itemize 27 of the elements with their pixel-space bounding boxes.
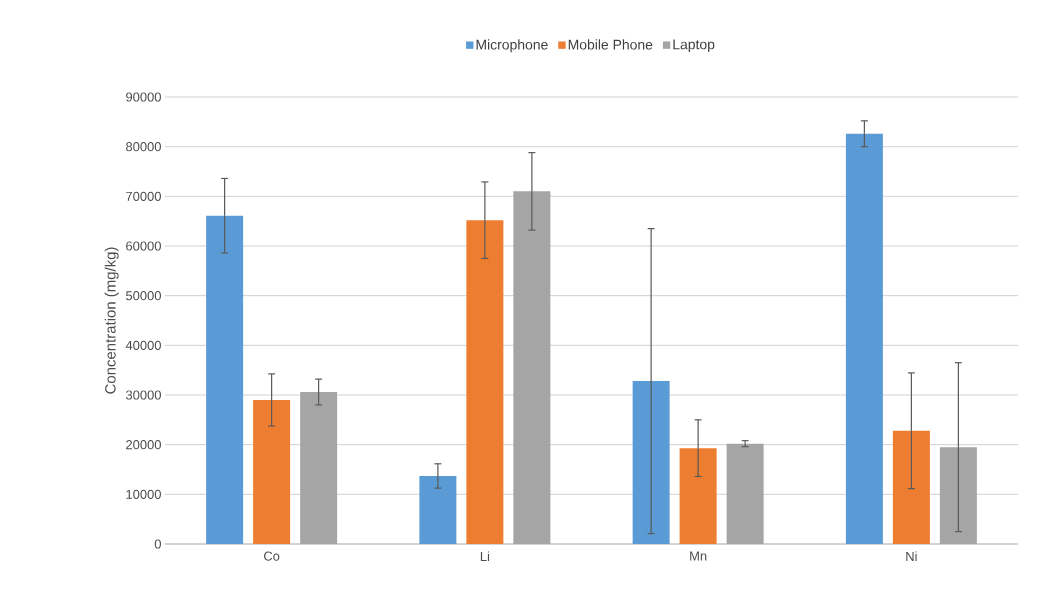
legend-label: Microphone — [476, 39, 548, 53]
bar — [253, 399, 291, 544]
y-tick-label: 80000 — [126, 142, 161, 152]
y-tick-label: 60000 — [126, 241, 161, 251]
bar — [845, 133, 883, 544]
y-axis-title: Concentration (mg/kg) — [104, 247, 119, 394]
x-tick-label: Co — [264, 551, 280, 561]
y-tick-label: 0 — [154, 539, 161, 549]
y-tick-label: 70000 — [126, 191, 161, 201]
bar — [726, 443, 764, 544]
y-tick-label: 50000 — [125, 291, 161, 301]
bar — [513, 191, 551, 544]
y-tick-label: 20000 — [126, 440, 161, 450]
y-tick-label: 90000 — [126, 92, 161, 102]
x-tick-label: Ni — [906, 551, 917, 561]
y-tick-label: 40000 — [125, 340, 161, 350]
legend-label: Mobile Phone — [568, 39, 653, 50]
bar — [466, 220, 504, 544]
x-tick-label: Li — [480, 551, 490, 561]
bar — [206, 215, 244, 544]
y-tick-label: 30000 — [125, 390, 161, 400]
bar — [300, 392, 338, 544]
bar — [419, 475, 457, 544]
x-tick-label: Mn — [690, 551, 707, 561]
y-tick-label: 10000 — [126, 489, 161, 499]
bar — [679, 448, 717, 544]
legend-label: Laptop — [673, 39, 715, 53]
